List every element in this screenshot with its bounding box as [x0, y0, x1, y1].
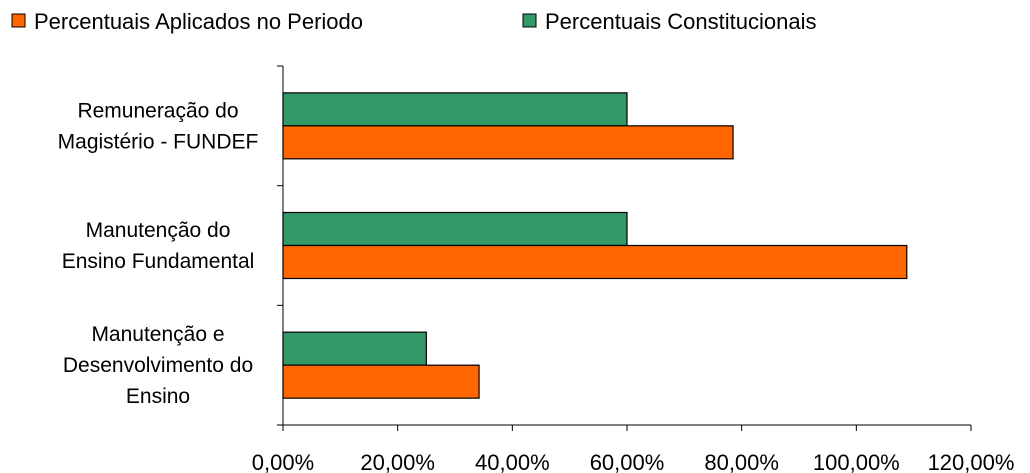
- category-label: Magistério - FUNDEF: [58, 130, 259, 153]
- bar-aplicados: [282, 125, 734, 160]
- bar-constitucionais: [282, 331, 427, 366]
- x-tick-label: 60,00%: [590, 450, 665, 473]
- category-label: Manutenção do: [86, 219, 231, 242]
- x-tick-label: 40,00%: [475, 450, 550, 473]
- bar-aplicados: [282, 244, 908, 280]
- legend-item-constitucionais: Percentuais Constitucionais: [522, 9, 816, 34]
- category-label: Remuneração do: [77, 99, 238, 122]
- legend-swatch-aplicados: [11, 13, 26, 28]
- x-tick-label: 20,00%: [360, 450, 435, 473]
- legend: Percentuais Aplicados no Periodo Percent…: [11, 9, 816, 34]
- plot-area: 0,00% 20,00% 40,00% 60,00% 80,00% 100,00% 120,…: [58, 65, 1015, 473]
- category-label: Ensino Fundamental: [62, 250, 255, 273]
- bar-constitucionais: [282, 211, 628, 247]
- bar-aplicados: [282, 364, 480, 399]
- category-label: Manutenção e: [91, 323, 224, 346]
- legend-item-aplicados: Percentuais Aplicados no Periodo: [11, 9, 363, 34]
- bar-constitucionais: [282, 92, 628, 127]
- legend-swatch-constitucionais: [522, 13, 537, 28]
- category-label: Desenvolvimento do: [63, 354, 253, 377]
- x-tick-label: 80,00%: [704, 450, 779, 473]
- x-tick-label: 0,00%: [252, 450, 314, 473]
- legend-label-aplicados: Percentuais Aplicados no Periodo: [34, 9, 363, 34]
- category-label: Ensino: [126, 385, 190, 408]
- x-tick-label: 120,00%: [928, 450, 1015, 473]
- x-tick-label: 100,00%: [813, 450, 900, 473]
- legend-label-constitucionais: Percentuais Constitucionais: [545, 9, 816, 34]
